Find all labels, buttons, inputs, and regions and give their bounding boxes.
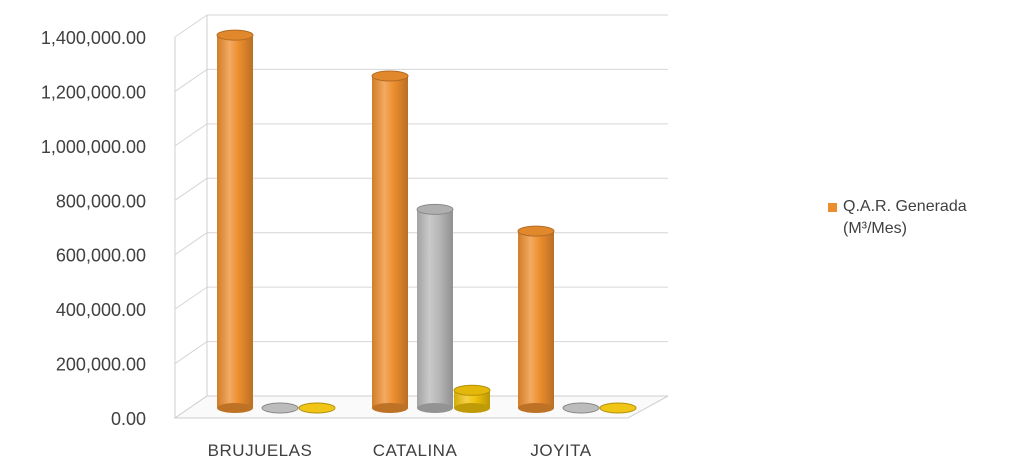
legend-label-line-1: Q.A.R. Generada xyxy=(843,198,967,215)
gridline-wall xyxy=(174,232,208,256)
bar-top xyxy=(599,402,637,414)
legend: Q.A.R. Generada (M³/Mes) xyxy=(828,196,967,240)
y-tick-label: 0.00 xyxy=(111,409,146,429)
bar-base xyxy=(217,403,253,413)
bar-top xyxy=(453,384,491,396)
y-tick-label: 200,000.00 xyxy=(56,355,146,375)
gridline-wall xyxy=(174,69,208,92)
gridline-wall xyxy=(174,14,208,38)
bar-top xyxy=(216,29,254,41)
gridline-wall xyxy=(174,341,208,364)
y-tick-label: 600,000.00 xyxy=(56,246,146,266)
bar-top xyxy=(371,70,409,82)
gridline-wall xyxy=(174,123,208,147)
x-tick-label: BRUJUELAS xyxy=(208,441,313,460)
y-tick-label: 1,000,000.00 xyxy=(41,137,146,157)
legend-swatch xyxy=(828,203,837,212)
legend-label-line-2: (M³/Mes) xyxy=(843,220,907,237)
bar xyxy=(417,209,453,408)
bar-top xyxy=(298,402,336,414)
bar xyxy=(217,35,253,409)
y-tick-label: 800,000.00 xyxy=(56,191,146,211)
gridline-wall xyxy=(174,286,208,310)
bar xyxy=(518,231,554,408)
bar xyxy=(372,75,408,408)
y-tick-label: 1,400,000.00 xyxy=(41,28,146,48)
bar-base xyxy=(372,403,408,413)
bar-top xyxy=(261,402,299,414)
y-tick-label: 1,200,000.00 xyxy=(41,82,146,102)
bar-top xyxy=(416,203,454,215)
bar-top xyxy=(517,225,555,237)
y-tick-label: 400,000.00 xyxy=(56,300,146,320)
x-tick-label: CATALINA xyxy=(373,441,458,460)
bar-base xyxy=(454,403,490,413)
legend-label: Q.A.R. Generada (M³/Mes) xyxy=(843,196,967,240)
x-tick-label: JOYITA xyxy=(530,441,591,460)
bar-base xyxy=(417,403,453,413)
bar-top xyxy=(562,402,600,414)
gridline-wall xyxy=(174,177,208,201)
bar-base xyxy=(518,403,554,413)
